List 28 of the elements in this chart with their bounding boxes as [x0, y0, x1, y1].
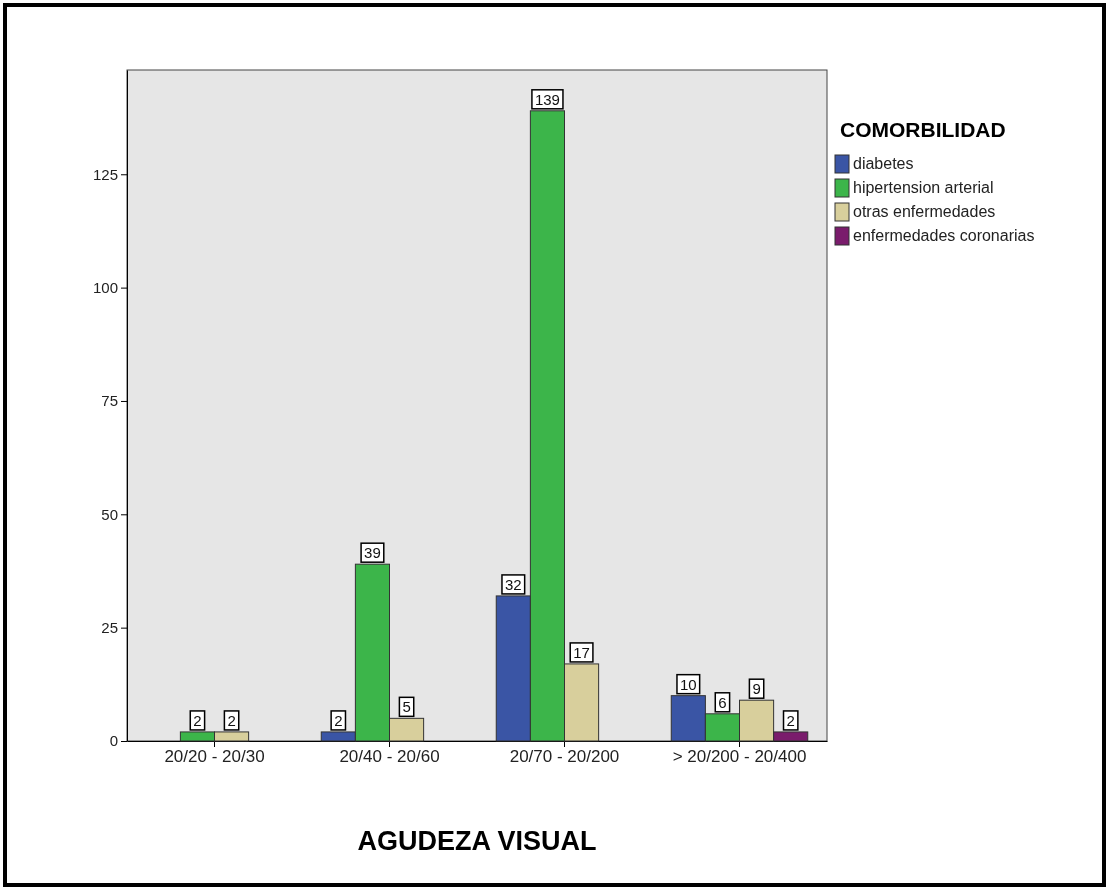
- data-label: 17: [573, 643, 590, 661]
- legend-title: COMORBILIDAD: [840, 118, 1006, 141]
- data-label: 6: [718, 693, 727, 711]
- y-tick-label: 25: [101, 618, 118, 636]
- y-tick-label: 50: [101, 505, 118, 523]
- data-label: 139: [534, 90, 560, 108]
- x-tick-label: 20/20 - 20/30: [164, 747, 265, 767]
- data-label: 32: [504, 575, 522, 593]
- y-tick-label: 75: [101, 392, 118, 410]
- legend-label: hipertension arterial: [853, 179, 994, 196]
- y-tick-label: 0: [109, 732, 118, 750]
- data-label: 39: [364, 544, 381, 562]
- x-tick-label: 20/40 - 20/60: [339, 747, 440, 767]
- legend-label: otras enfermedades: [853, 203, 996, 220]
- x-tick-label: 20/70 - 20/200: [509, 747, 620, 767]
- data-label: 9: [752, 680, 761, 698]
- data-label: 10: [679, 675, 697, 693]
- legend-label: enfermedades coronarias: [853, 227, 1035, 244]
- x-axis-title: AGUDEZA VISUAL: [357, 826, 597, 856]
- legend-label: diabetes: [853, 155, 914, 172]
- x-tick-label: > 20/200 - 20/400: [672, 747, 807, 767]
- data-label: 2: [227, 711, 236, 729]
- y-tick-label: 125: [92, 165, 118, 183]
- data-label: 2: [786, 711, 795, 729]
- data-label: 2: [193, 711, 202, 729]
- y-tick-label: 100: [92, 278, 118, 296]
- data-label: 5: [402, 698, 411, 716]
- data-label: 2: [334, 711, 343, 729]
